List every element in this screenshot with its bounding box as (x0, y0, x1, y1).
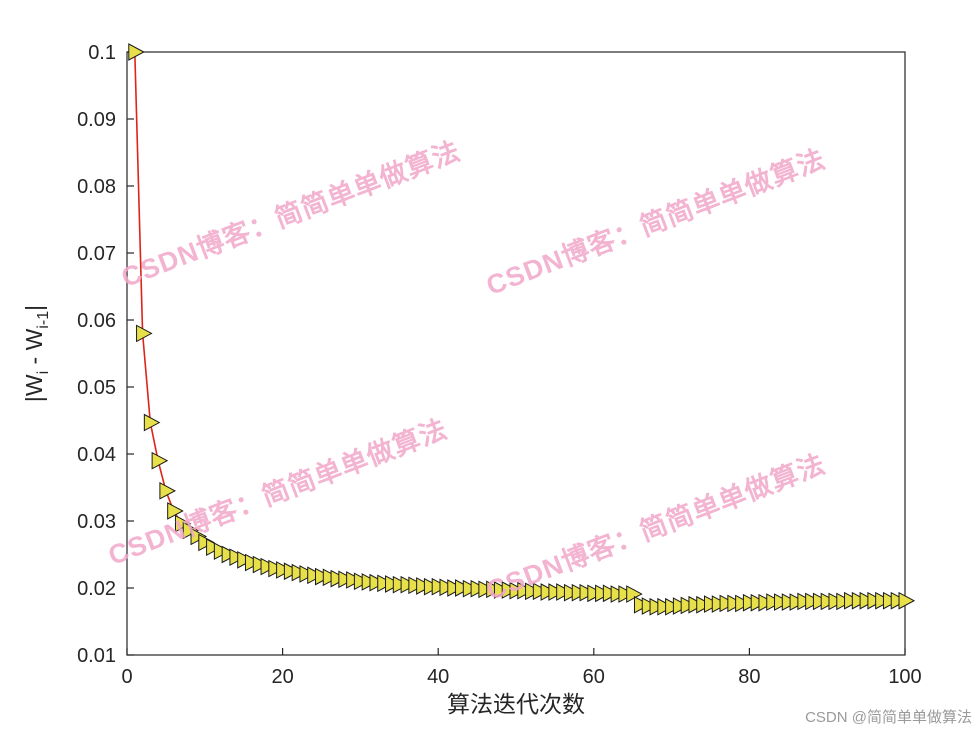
data-marker (898, 591, 916, 610)
x-tick-label: 80 (738, 666, 760, 688)
data-line (134, 51, 905, 608)
x-tick-label: 100 (888, 666, 921, 688)
axes-box (126, 51, 906, 656)
x-axis-label: 算法迭代次数 (447, 691, 585, 717)
y-tick-label: 0.09 (77, 109, 116, 131)
data-marker (167, 502, 184, 520)
data-marker (136, 324, 153, 343)
y-tick-label: 0.08 (77, 176, 116, 198)
x-tick-label: 60 (583, 666, 605, 688)
y-tick-label: 0.06 (77, 310, 116, 332)
y-tick-label: 0.1 (88, 42, 116, 64)
y-tick-label: 0.07 (77, 243, 116, 265)
x-tick-label: 40 (427, 666, 449, 688)
data-marker (128, 43, 145, 61)
y-tick-label: 0.04 (77, 444, 116, 466)
x-tick-label: 20 (271, 666, 293, 688)
y-axis-label: |Wi - Wi-1| (21, 305, 52, 402)
y-tick-label: 0.05 (77, 377, 116, 399)
y-tick-label: 0.01 (77, 645, 116, 667)
data-marker (159, 482, 176, 500)
csdn-credit: CSDN @简简单单做算法 (805, 709, 972, 726)
y-tick-label: 0.02 (77, 578, 116, 600)
data-marker (151, 451, 169, 470)
y-tick-label: 0.03 (77, 511, 116, 533)
x-tick-label: 0 (121, 666, 132, 688)
data-marker (143, 413, 161, 432)
